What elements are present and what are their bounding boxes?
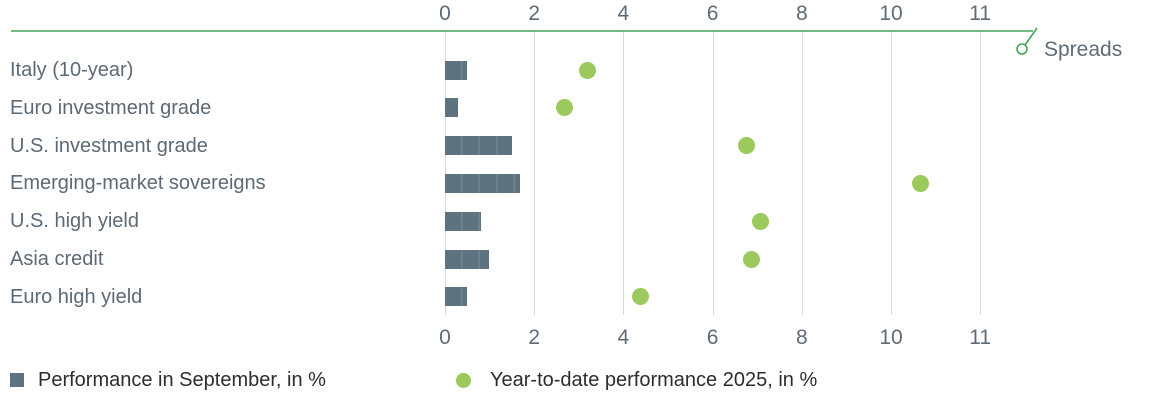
spreads-marker-icon [1016, 43, 1028, 55]
ytd-dot [578, 61, 596, 79]
gridline [712, 31, 714, 315]
gridline [801, 31, 803, 315]
x-tick-label-top: 8 [795, 2, 808, 25]
category-label: Euro investment grade [10, 96, 212, 119]
x-tick-label-top: 2 [528, 2, 541, 25]
x-tick-label-bottom: 6 [706, 326, 719, 349]
x-tick-label-bottom: 0 [439, 326, 451, 349]
september-bar [445, 249, 490, 269]
september-bar [445, 60, 468, 80]
gridline [980, 31, 982, 315]
september-bar [445, 98, 459, 118]
x-tick-label-top: 6 [706, 2, 719, 25]
x-tick-label-top: 0 [439, 2, 451, 25]
legend-label-september: Performance in September, in % [38, 369, 326, 391]
september-bar [445, 173, 521, 193]
category-label: Asia credit [10, 248, 104, 270]
september-bar [445, 287, 468, 307]
spreads-axis-label: Spreads [1044, 38, 1123, 61]
legend: Performance in September, in % Year-to-d… [0, 368, 1149, 398]
september-bar [445, 211, 481, 231]
september-series-swatch-icon [10, 373, 24, 387]
ytd-dot [742, 250, 760, 268]
gridline [623, 31, 625, 315]
ytd-dot [631, 288, 649, 306]
category-label: Emerging-market sovereigns [10, 172, 266, 195]
x-tick-label-bottom: 11 [969, 326, 992, 349]
gridline [445, 31, 446, 315]
x-tick-label-bottom: 2 [528, 326, 541, 349]
ytd-dot [911, 174, 929, 192]
category-label: Euro high yield [10, 285, 143, 308]
x-tick-label-top: 11 [969, 2, 992, 25]
category-label: U.S. investment grade [10, 134, 208, 157]
category-label: Italy (10-year) [10, 59, 134, 81]
ytd-dot [556, 99, 574, 117]
ytd-dot [751, 212, 769, 230]
x-tick-label-bottom: 4 [617, 326, 630, 349]
x-tick-label-bottom: 8 [795, 326, 808, 349]
legend-label-ytd: Year-to-date performance 2025, in % [490, 369, 818, 391]
gridline [534, 31, 536, 315]
september-bar [445, 136, 512, 156]
ytd-series-swatch-icon [456, 373, 471, 388]
x-tick-label-top: 4 [617, 2, 630, 25]
ytd-dot [738, 137, 756, 155]
x-tick-label-top: 10 [879, 2, 903, 25]
x-tick-label-bottom: 10 [879, 326, 903, 349]
category-label: U.S. high yield [10, 210, 139, 233]
gridline [891, 31, 892, 315]
